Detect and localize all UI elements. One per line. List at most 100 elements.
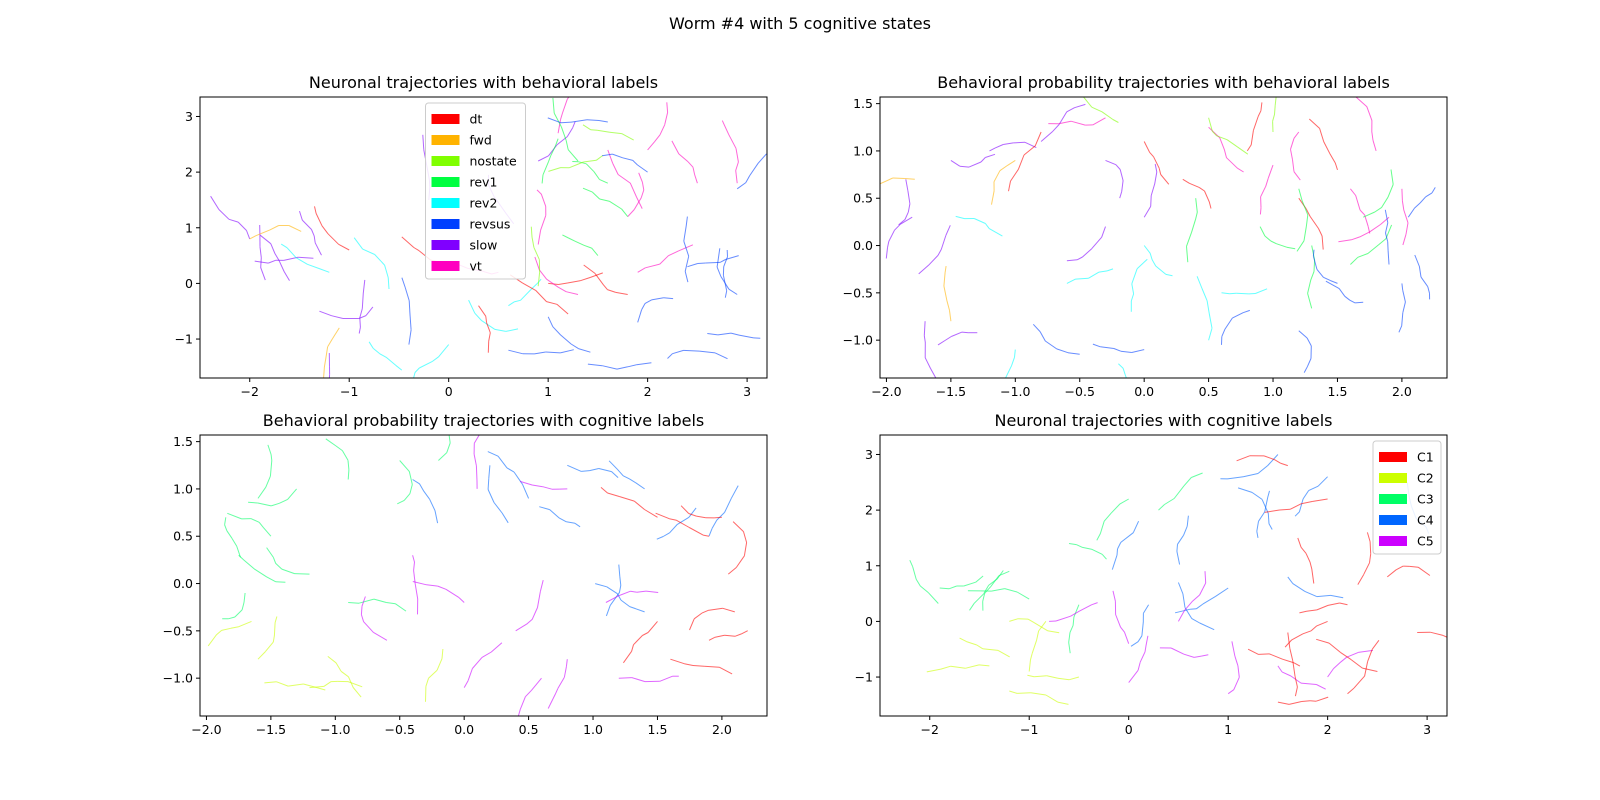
data-point — [1139, 651, 1146, 663]
data-point — [636, 196, 643, 209]
y-tick-label: 1 — [865, 558, 873, 573]
data-point — [1131, 349, 1145, 353]
data-point — [1267, 513, 1270, 524]
data-point — [697, 262, 706, 264]
data-point — [525, 689, 532, 698]
data-point — [395, 364, 403, 371]
data-point — [1103, 512, 1112, 522]
x-tick-label: −2.0 — [871, 384, 901, 399]
data-point — [227, 512, 242, 520]
data-point — [272, 557, 277, 564]
data-point — [265, 476, 271, 488]
data-point — [1301, 700, 1311, 702]
data-point — [414, 583, 419, 599]
data-point — [1316, 620, 1328, 627]
data-point — [1323, 141, 1331, 155]
data-point — [505, 328, 519, 332]
data-point — [888, 229, 895, 242]
data-point — [637, 164, 648, 173]
data-point — [973, 593, 985, 604]
data-point — [963, 581, 976, 587]
data-point — [664, 112, 669, 125]
data-point — [735, 148, 739, 163]
data-point — [602, 153, 613, 157]
data-point — [473, 454, 477, 466]
data-point — [629, 182, 637, 198]
data-point — [558, 282, 568, 285]
data-point — [1387, 250, 1390, 265]
data-point — [853, 183, 864, 186]
data-point — [1255, 288, 1268, 294]
data-point — [1293, 662, 1301, 667]
data-point — [428, 669, 438, 679]
data-point — [627, 364, 637, 368]
data-point — [719, 259, 726, 263]
data-point — [445, 588, 460, 599]
data-point — [1058, 111, 1068, 125]
data-point — [1236, 292, 1249, 295]
data-point — [1082, 546, 1092, 550]
data-point — [1031, 640, 1038, 654]
data-point — [537, 272, 541, 287]
data-point — [1306, 358, 1312, 368]
data-point — [1261, 499, 1269, 514]
data-point — [216, 630, 222, 636]
data-point — [1268, 523, 1273, 530]
data-point — [1074, 103, 1086, 109]
data-point — [486, 322, 491, 333]
data-point — [1236, 455, 1251, 462]
data-point — [1311, 568, 1315, 584]
data-point — [266, 547, 274, 558]
series-rev2 — [955, 215, 1268, 378]
data-point — [1191, 472, 1203, 478]
data-point — [1385, 232, 1389, 242]
data-point — [1308, 485, 1319, 492]
data-point — [1264, 509, 1280, 513]
data-point — [997, 649, 1010, 658]
data-point — [1112, 590, 1116, 602]
data-point — [228, 218, 239, 223]
data-point — [1038, 620, 1047, 632]
data-point — [1251, 491, 1263, 500]
data-point — [705, 261, 721, 264]
data-point — [1258, 653, 1270, 655]
data-point — [556, 303, 569, 315]
subplot-title: Neuronal trajectories with cognitive lab… — [994, 411, 1332, 430]
data-point — [272, 635, 275, 643]
data-point — [560, 334, 572, 345]
data-point — [1068, 632, 1071, 643]
data-point — [1312, 255, 1318, 270]
data-point — [335, 445, 343, 452]
data-point — [618, 590, 631, 597]
data-point — [1040, 130, 1054, 142]
data-point — [315, 213, 323, 227]
data-point — [1330, 594, 1344, 599]
data-point — [271, 502, 280, 507]
data-point — [1237, 487, 1253, 493]
y-tick-label: 1.5 — [173, 434, 193, 449]
data-point — [1216, 135, 1228, 141]
data-point — [608, 460, 618, 470]
series-vt — [1048, 97, 1409, 246]
data-point — [549, 509, 560, 519]
data-point — [413, 247, 420, 252]
legend-swatch — [431, 177, 460, 187]
data-point — [919, 585, 929, 594]
data-point — [1149, 151, 1154, 158]
data-point — [278, 260, 285, 272]
data-point — [434, 510, 439, 524]
data-point — [1402, 234, 1407, 246]
data-point — [975, 575, 984, 583]
data-point — [530, 226, 533, 238]
data-point — [236, 545, 241, 558]
data-point — [468, 299, 476, 314]
axes-frame — [879, 96, 1448, 379]
subplot-probability-behavioral: Behavioral probability trajectories with… — [843, 73, 1448, 399]
data-point — [1003, 142, 1014, 145]
data-point — [666, 102, 669, 113]
data-point — [607, 149, 614, 164]
data-point — [1145, 635, 1149, 645]
y-tick-label: 0 — [865, 614, 873, 629]
data-point — [708, 636, 715, 641]
data-point — [314, 206, 317, 214]
